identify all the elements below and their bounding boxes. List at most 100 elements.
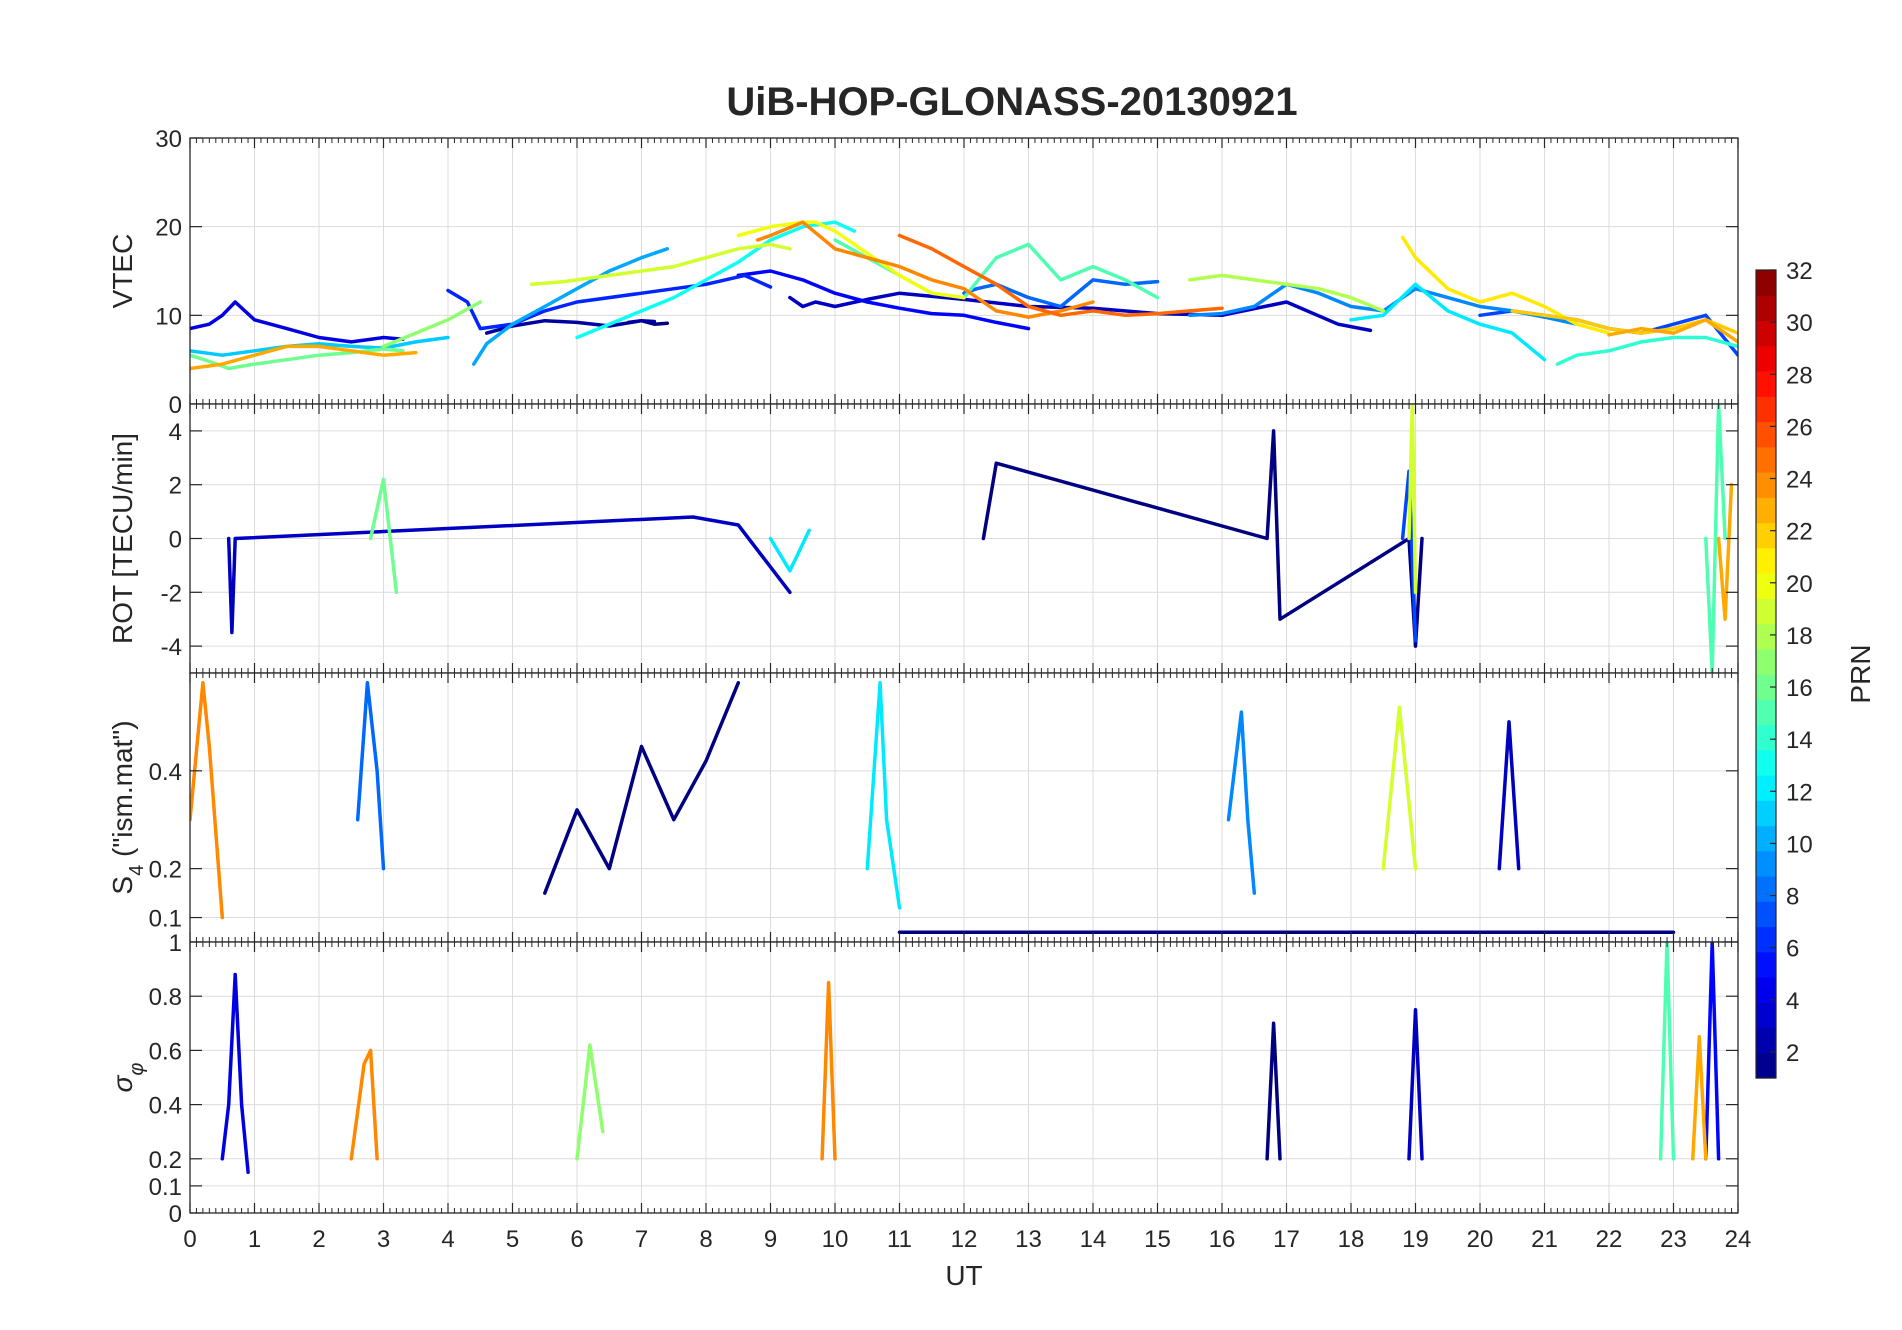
y-tick-label: 20	[155, 215, 182, 242]
x-tick-label: 12	[951, 1226, 978, 1253]
y-tick-label: 0	[169, 1201, 182, 1228]
series-line-prn-10	[472, 247, 670, 366]
y-tick-label: 1	[169, 930, 182, 957]
series-line-prn-8	[355, 681, 386, 871]
series-line-prn-24	[820, 980, 837, 1161]
chart-title: UiB-HOP-GLONASS-20130921	[726, 80, 1297, 124]
colorbar-label: PRN	[1845, 644, 1876, 703]
x-tick-label: 8	[699, 1226, 712, 1253]
x-tick-label: 14	[1080, 1226, 1107, 1253]
x-tick-label: 4	[441, 1226, 454, 1253]
colorbar-band	[1756, 825, 1776, 852]
y-tick-label: 0.8	[149, 984, 182, 1011]
colorbar-band	[1756, 497, 1776, 524]
series-line-prn-19	[1407, 404, 1418, 595]
series-line-prn-19	[530, 242, 792, 287]
colorbar-band	[1756, 270, 1776, 296]
colorbar-band	[1756, 648, 1776, 675]
panel-rot: -4 -2 0 2 4 ROT [TECU/min]	[107, 403, 1739, 674]
colorbar-band	[1756, 446, 1776, 473]
series-line-prn-14	[1555, 335, 1738, 366]
colorbar-band	[1756, 951, 1776, 978]
y-tick-label: 0.2	[149, 857, 182, 884]
series-line-prn-1	[1265, 1021, 1282, 1161]
x-tick-label: 5	[506, 1226, 519, 1253]
colorbar-band	[1756, 699, 1776, 726]
panel-vtec: 0 10 20 30 VTEC	[107, 126, 1739, 419]
series-line-prn-12	[1349, 282, 1547, 362]
series-line-prn-4	[220, 972, 250, 1175]
colorbar-tick-label: 24	[1786, 467, 1813, 494]
y-tick-label: 0.1	[149, 1174, 182, 1201]
y-tick-label: 30	[155, 126, 182, 153]
colorbar-band	[1756, 1027, 1776, 1054]
series-line-prn-24	[190, 681, 225, 920]
colorbar-band	[1756, 598, 1776, 625]
x-tick-label: 13	[1015, 1226, 1042, 1253]
series-line-prn-23	[1607, 318, 1738, 344]
series-line-prn-25	[897, 233, 1224, 318]
series-line-prn-5	[736, 269, 1031, 331]
colorbar-band	[1756, 345, 1776, 372]
y-tick-label: 0	[169, 527, 182, 554]
colorbar-band	[1756, 320, 1776, 347]
series-line-prn-6	[446, 273, 773, 331]
series-line-prn-17	[575, 1043, 605, 1161]
x-tick-label: 2	[312, 1226, 325, 1253]
x-tick-label: 24	[1725, 1226, 1752, 1253]
colorbar-band	[1756, 295, 1776, 322]
series-line-prn-3	[788, 291, 1373, 333]
x-tick-label: 10	[822, 1226, 849, 1253]
colorbar-band	[1756, 522, 1776, 549]
colorbar-band	[1756, 674, 1776, 700]
colorbar-band	[1756, 977, 1776, 1003]
y-tick-label: 4	[169, 419, 182, 446]
x-tick-label: 15	[1144, 1226, 1171, 1253]
series-group	[226, 404, 1734, 673]
x-tick-label: 6	[570, 1226, 583, 1253]
x-tick-label: 20	[1467, 1226, 1494, 1253]
colorbar-band	[1756, 421, 1776, 448]
x-tick-label: 7	[635, 1226, 648, 1253]
series-line-prn-20	[736, 220, 966, 300]
colorbar-tick-label: 22	[1786, 519, 1813, 546]
colorbar-band	[1756, 901, 1776, 928]
x-tick-label: 22	[1596, 1226, 1623, 1253]
colorbar-frame	[1755, 269, 1777, 1079]
series-line-prn-8	[962, 278, 1160, 309]
series-line-prn-12	[768, 528, 811, 573]
x-axis-label: UT	[945, 1260, 982, 1291]
y-tick-label: 0.4	[149, 759, 182, 786]
y-axis-label: σφ	[107, 1063, 148, 1093]
x-tick-label: 9	[764, 1226, 777, 1253]
series-line-prn-3	[226, 515, 792, 635]
y-tick-label: 0.1	[149, 906, 182, 933]
series-line-prn-12	[865, 681, 902, 910]
series-line-prn-24	[349, 1048, 379, 1161]
series-line-prn-3	[1497, 720, 1521, 871]
series-line-prn-9	[1226, 710, 1257, 895]
colorbar-band	[1756, 547, 1776, 574]
colorbar-band	[1756, 573, 1776, 599]
y-tick-label: -4	[161, 634, 182, 661]
colorbar-band	[1756, 850, 1776, 877]
colorbar-band	[1756, 876, 1776, 902]
series-line-prn-18	[1188, 273, 1386, 313]
colorbar-band	[1756, 623, 1776, 650]
series-line-prn-15	[1704, 404, 1727, 673]
y-axis-label: S4 ("ism.mat")	[107, 720, 148, 894]
series-line-prn-24	[755, 220, 1095, 319]
colorbar-tick-label: 20	[1786, 571, 1813, 598]
series-line-prn-5	[1704, 942, 1721, 1161]
colorbar-band	[1756, 775, 1776, 801]
y-tick-label: 2	[169, 473, 182, 500]
colorbar-tick-label: 18	[1786, 623, 1813, 650]
series-line-prn-23	[1716, 482, 1734, 621]
x-tick-label: 19	[1402, 1226, 1429, 1253]
colorbar-band	[1756, 1052, 1776, 1079]
series-line-prn-15	[1658, 942, 1676, 1161]
colorbar-band	[1756, 472, 1776, 498]
colorbar-band	[1756, 926, 1776, 953]
